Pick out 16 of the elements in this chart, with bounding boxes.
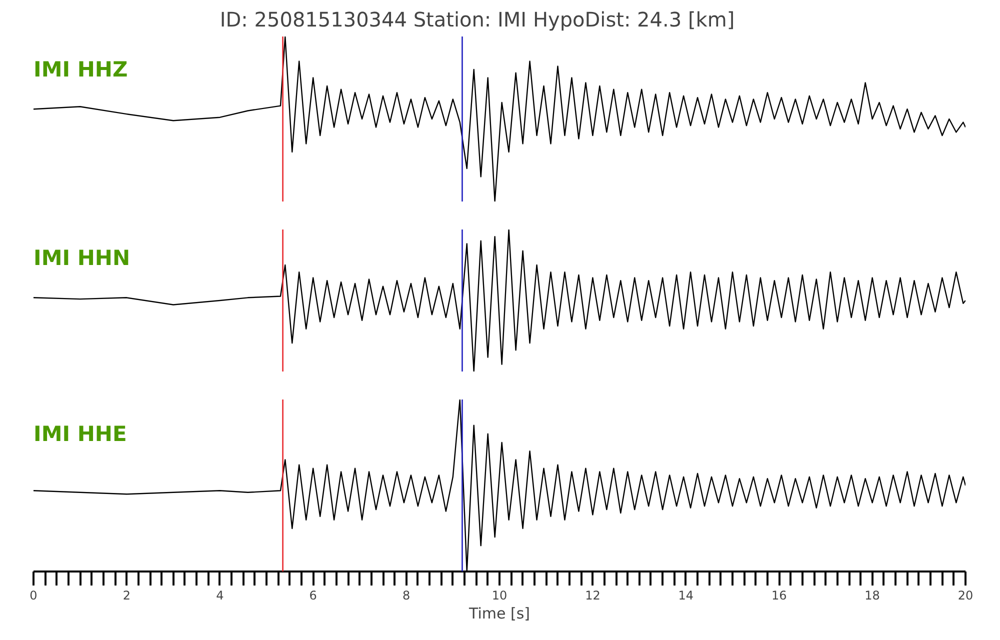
text: IMI HHE (34, 422, 127, 446)
series-label: IMI HHN (34, 246, 130, 270)
x-tick-label: 18 (864, 588, 880, 602)
x-tick-label: 20 (958, 588, 974, 602)
chart-title: ID: 250815130344 Station: IMI HypoDist: 24.3 [km] (220, 8, 735, 32)
x-tick-label: 10 (492, 588, 508, 602)
x-axis-title: Time [s] (468, 604, 530, 622)
x-tick-label: 0 (30, 588, 38, 602)
x-tick-label: 6 (309, 588, 317, 602)
x-tick-label: 14 (678, 588, 694, 602)
x-tick-label: 4 (216, 588, 224, 602)
series-label: IMI HHZ (34, 58, 128, 82)
x-tick-label: 8 (402, 588, 410, 602)
x-tick-label: 12 (585, 588, 600, 602)
x-tick-label: 2 (122, 588, 131, 602)
x-tick-label: 16 (771, 588, 787, 602)
